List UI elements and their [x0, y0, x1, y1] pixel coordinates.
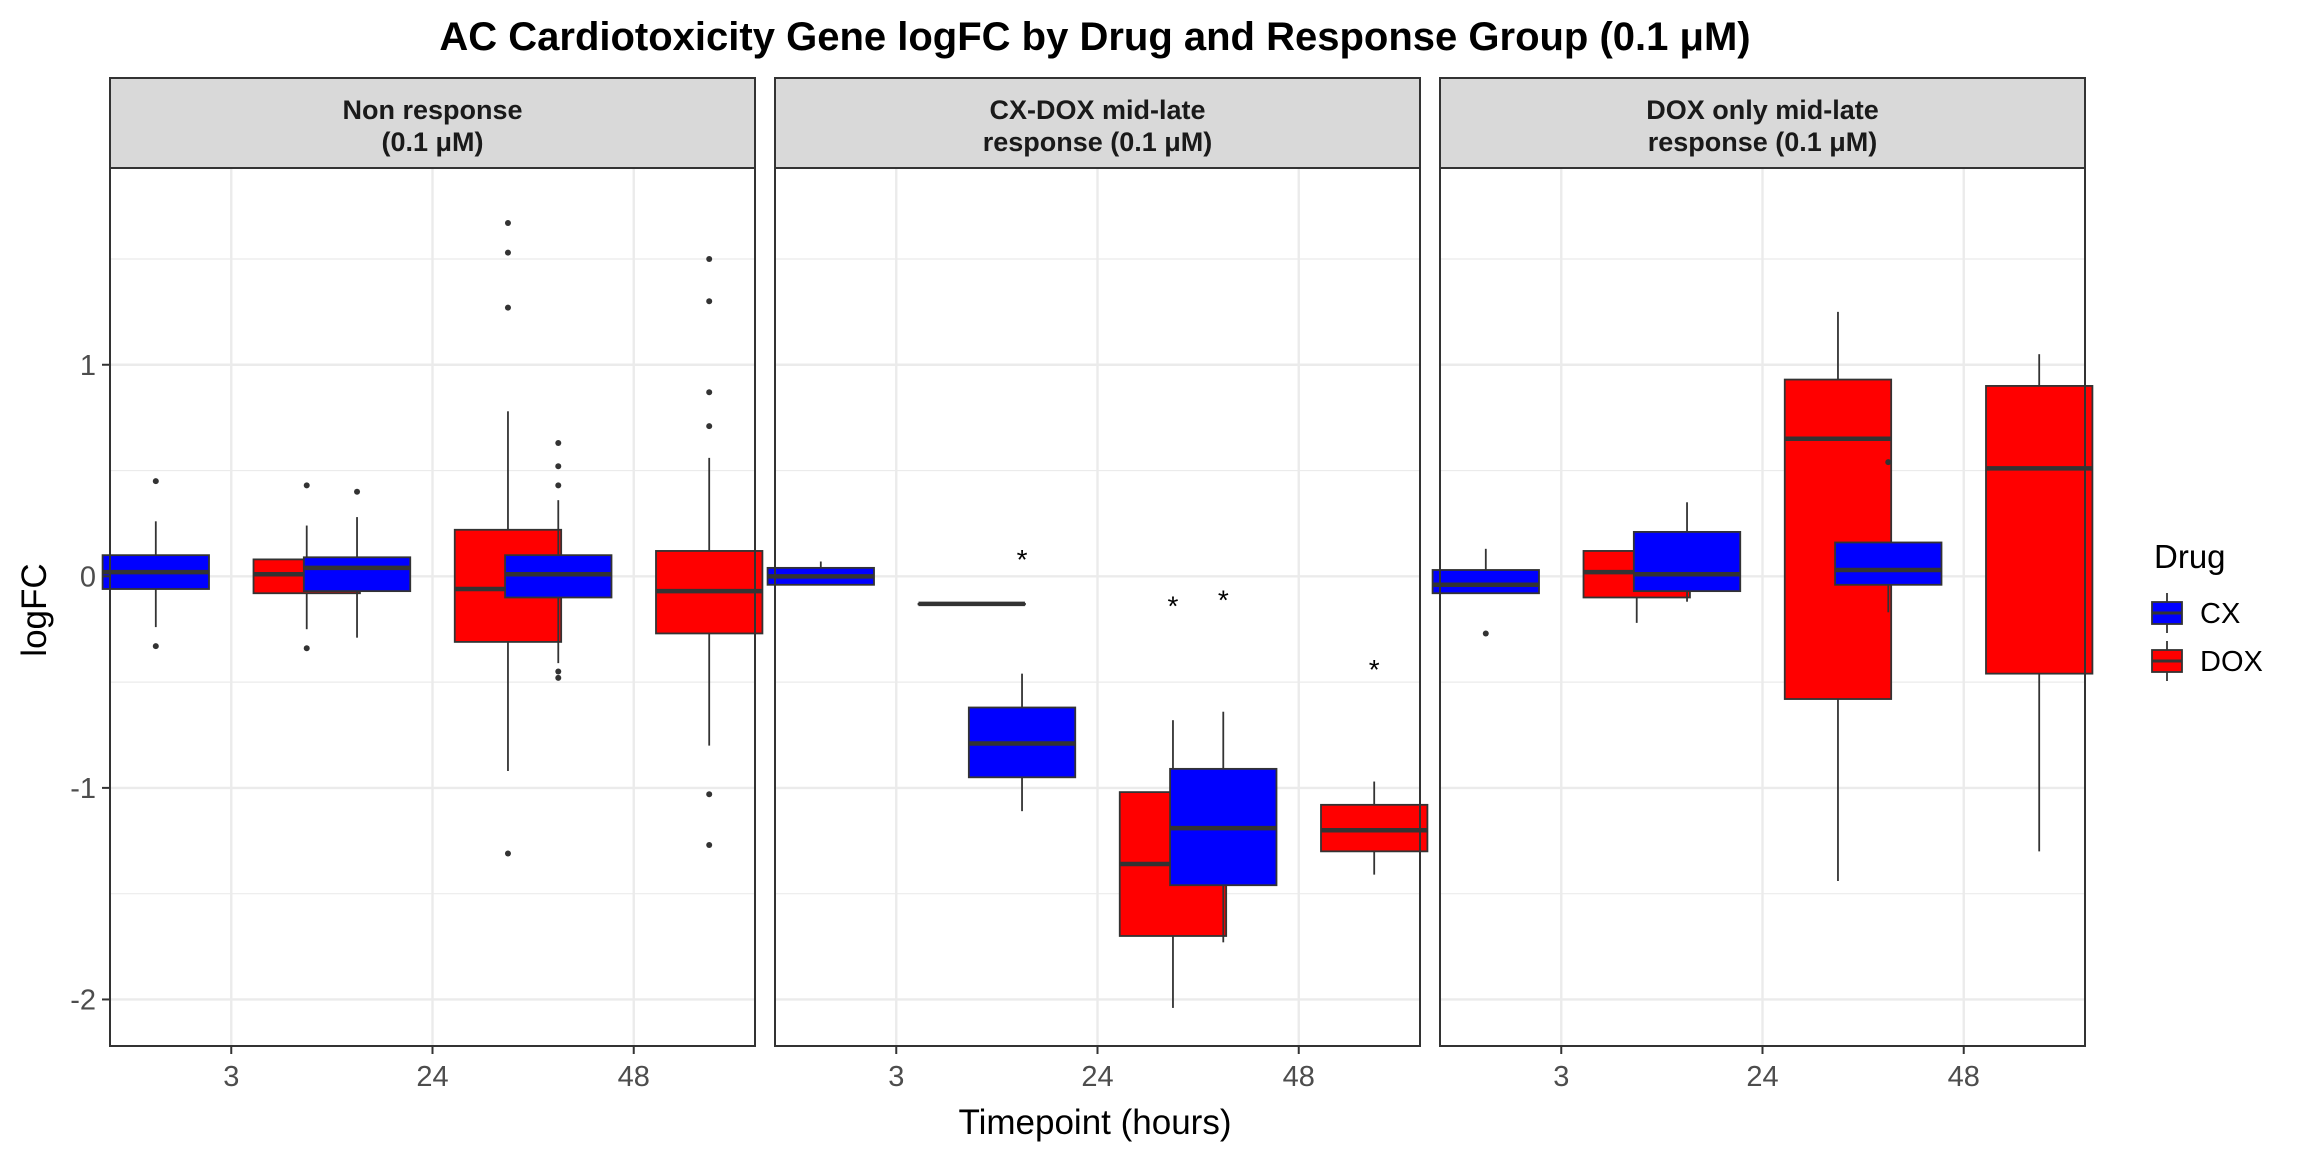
legend-label: CX — [2200, 598, 2240, 630]
legend-item-cx: CX — [2151, 593, 2240, 633]
outlier-point — [555, 440, 562, 447]
outlier-point — [1885, 459, 1892, 466]
x-tick-label: 24 — [416, 1061, 448, 1093]
box-dox-3h — [917, 601, 1026, 607]
facet-panel-1: Non response(0.1 μM) 3 24 48 — [101, 77, 764, 1093]
outlier-point — [555, 482, 562, 489]
outlier-point — [555, 674, 562, 681]
box-dox-24h — [1783, 311, 1893, 881]
x-tick-label: 48 — [1948, 1061, 1980, 1093]
x-tick-label: 3 — [888, 1061, 904, 1093]
box-cx-24h — [1632, 502, 1742, 602]
outlier-point — [1482, 630, 1489, 637]
box-cx-3h — [766, 561, 875, 586]
box-dox-48h — [1320, 781, 1429, 875]
box-cx-24h — [302, 488, 412, 638]
facet-strip — [109, 77, 756, 169]
outlier-point — [504, 304, 511, 311]
facet-strip-label-line2: response (0.1 μM) — [983, 127, 1213, 157]
facet-strip-label-line1: CX-DOX mid-late — [989, 95, 1205, 125]
box-body — [1834, 541, 1943, 586]
x-tick-label: 3 — [1553, 1061, 1569, 1093]
legend-title: Drug — [2154, 538, 2226, 575]
outlier-point — [555, 668, 562, 675]
outlier-point — [706, 423, 713, 430]
box-body — [302, 556, 412, 593]
outlier-point — [152, 478, 159, 485]
box-cx-24h — [967, 673, 1077, 812]
outlier-point — [706, 255, 713, 262]
box-cx-48h — [504, 440, 613, 681]
box-cx-3h — [1431, 548, 1540, 637]
box-body — [1783, 378, 1893, 700]
y-axis-title: logFC — [15, 563, 54, 656]
outlier-point — [504, 249, 511, 256]
box-cx-3h — [101, 478, 210, 650]
y-tick-label: 1 — [80, 350, 96, 382]
x-tick-label: 24 — [1746, 1061, 1778, 1093]
legend: Drug CX DOX — [2151, 538, 2263, 681]
box-body — [1632, 530, 1742, 593]
outlier-point — [706, 298, 713, 305]
chart-title: AC Cardiotoxicity Gene logFC by Drug and… — [439, 15, 1750, 59]
legend-item-dox: DOX — [2151, 641, 2263, 681]
outlier-point — [303, 482, 310, 489]
outlier-point — [555, 463, 562, 470]
y-tick-label: -2 — [70, 984, 96, 1016]
outlier-point — [152, 643, 159, 650]
facet-strip-label-line2: response (0.1 μM) — [1648, 127, 1878, 157]
y-tick-label: -1 — [70, 773, 96, 805]
box-dox-24h — [453, 220, 563, 857]
facet-strip-label-line1: Non response — [342, 95, 522, 125]
box-dox-48h — [1985, 354, 2094, 852]
box-cx-48h — [1834, 459, 1943, 613]
x-tick-label: 3 — [223, 1061, 239, 1093]
legend-label: DOX — [2200, 646, 2263, 678]
box-body — [1985, 385, 2094, 675]
y-tick-label: 0 — [80, 561, 96, 593]
facet-strip — [774, 77, 1421, 169]
outlier-point — [303, 645, 310, 652]
x-tick-label: 24 — [1081, 1061, 1113, 1093]
outlier-point — [354, 488, 361, 495]
significance-star: * — [1218, 584, 1229, 615]
x-tick-label: 48 — [1283, 1061, 1315, 1093]
outlier-point — [706, 842, 713, 849]
box-cx-48h — [1169, 711, 1278, 943]
outlier-point — [706, 389, 713, 396]
outlier-point — [504, 850, 511, 857]
outlier-point — [706, 791, 713, 798]
x-axis-title: Timepoint (hours) — [959, 1103, 1232, 1142]
significance-star: * — [1168, 591, 1179, 622]
significance-star: * — [1369, 654, 1380, 685]
significance-star: * — [1017, 544, 1028, 575]
box-body — [1431, 569, 1540, 595]
outlier-point — [504, 220, 511, 227]
box-dox-48h — [655, 255, 764, 849]
facet-strip-label-line2: (0.1 μM) — [381, 127, 483, 157]
facet-strip-label-line1: DOX only mid-late — [1646, 95, 1879, 125]
x-tick-label: 48 — [618, 1061, 650, 1093]
